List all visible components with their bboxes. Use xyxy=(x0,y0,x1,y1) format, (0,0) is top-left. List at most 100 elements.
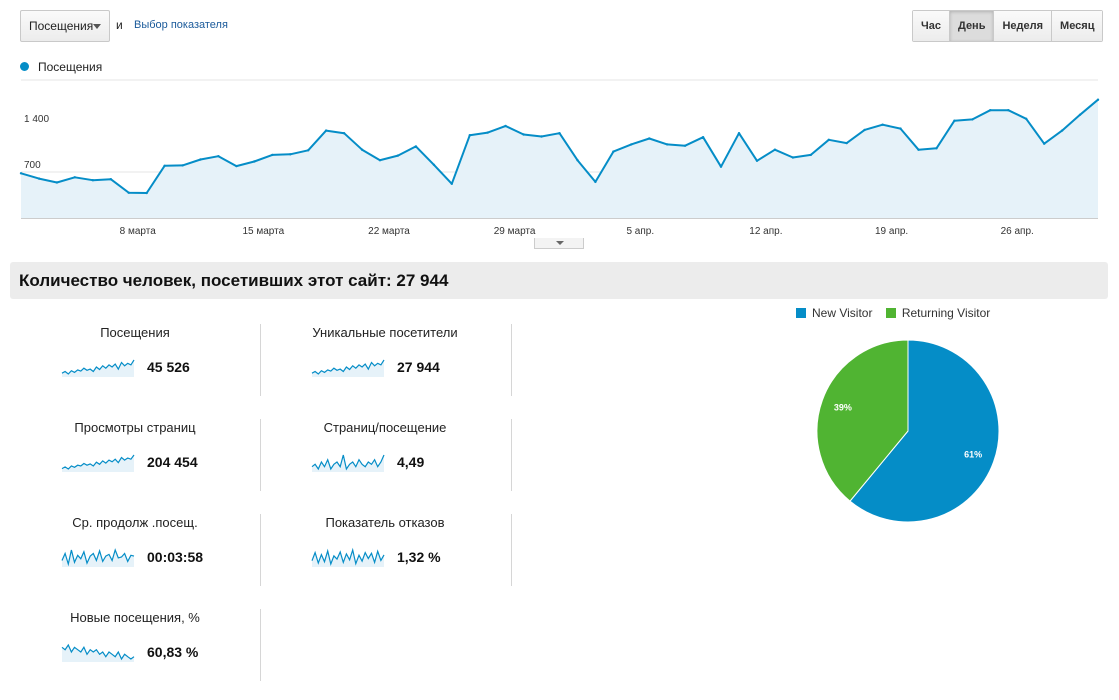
y-tick-label: 1 400 xyxy=(24,114,49,125)
pie-slice-returning-visitor xyxy=(816,339,909,502)
visits-point xyxy=(91,179,95,182)
metric-select[interactable]: Посещения xyxy=(20,10,110,42)
visits-point xyxy=(791,156,795,159)
stat-card: Показатель отказов 1,32 % xyxy=(260,512,510,587)
visits-point xyxy=(55,181,59,184)
visits-point xyxy=(917,148,920,151)
sparkline-chart xyxy=(61,643,135,662)
visits-point xyxy=(145,191,148,195)
stat-card: Посещения 45 526 xyxy=(10,322,260,397)
sparkline-line xyxy=(61,643,135,661)
visits-point xyxy=(73,176,77,179)
visits-point xyxy=(540,135,543,138)
stat-value: 204 454 xyxy=(147,454,198,470)
period-week-button[interactable]: Неделя xyxy=(994,11,1053,41)
period-toggle: Час День Неделя Месяц xyxy=(912,10,1104,42)
period-day-button[interactable]: День xyxy=(949,11,995,41)
legend-series-label: Посещения xyxy=(38,60,103,74)
visits-point xyxy=(271,153,274,157)
x-tick-label: 15 марта xyxy=(242,226,284,237)
stat-value: 1,32 % xyxy=(397,549,441,565)
visits-point xyxy=(809,153,812,157)
visits-point xyxy=(683,144,687,147)
visits-point xyxy=(307,149,310,152)
x-tick-label: 26 апр. xyxy=(1001,226,1034,237)
stat-divider xyxy=(511,514,512,586)
sparkline-chart xyxy=(61,454,135,472)
visits-point xyxy=(863,128,866,132)
y-tick-label: 700 xyxy=(24,160,41,171)
choose-metric-link[interactable]: Выбор показателя xyxy=(134,19,228,31)
stat-divider xyxy=(260,419,261,491)
visits-point xyxy=(127,191,130,194)
visits-point xyxy=(199,158,202,161)
stat-value: 45 526 xyxy=(147,359,190,375)
visits-point xyxy=(432,163,436,166)
visits-point xyxy=(1078,113,1082,117)
stat-divider xyxy=(511,324,512,396)
visits-point xyxy=(666,143,669,146)
visits-point xyxy=(1043,142,1046,145)
visits-point xyxy=(163,164,166,167)
visits-point xyxy=(881,123,884,126)
pie-slice-label: 61% xyxy=(964,449,982,459)
visits-point xyxy=(953,119,956,122)
visits-area-fill xyxy=(21,99,1098,218)
visits-point xyxy=(701,136,705,139)
stat-label: Посещения xyxy=(100,325,170,340)
visits-point xyxy=(37,177,41,180)
visits-point xyxy=(414,145,418,148)
returning-visitor-swatch xyxy=(885,308,896,318)
visits-point xyxy=(719,165,723,168)
visits-point xyxy=(1060,129,1064,132)
visits-point xyxy=(324,129,328,132)
visits-point xyxy=(504,124,507,128)
visits-point xyxy=(253,160,256,163)
stat-divider xyxy=(260,514,261,586)
x-tick-label: 8 марта xyxy=(120,226,157,237)
sparkline-line xyxy=(311,359,385,375)
stat-card: Ср. продолж .посещ. 00:03:58 xyxy=(10,512,260,587)
sparkline-chart xyxy=(61,359,135,377)
visits-point xyxy=(378,159,382,162)
sparkline-fill xyxy=(62,645,134,662)
visits-chart: 1 400 700 8 марта 15 марта 22 марта 29 марта 5… xyxy=(19,79,1100,237)
visits-point xyxy=(612,150,615,153)
stat-label: Просмотры страниц xyxy=(74,420,196,435)
sparkline-fill xyxy=(62,550,134,567)
pie-legend: New Visitor Returning Visitor xyxy=(796,306,1000,320)
pie-slice-label: 39% xyxy=(834,403,852,413)
pie-slice-new-visitor xyxy=(849,339,1000,523)
visits-point xyxy=(827,138,830,141)
stat-divider xyxy=(511,419,512,491)
visits-point xyxy=(486,131,489,134)
x-tick-label: 29 марта xyxy=(494,226,536,237)
sparkline-line xyxy=(61,548,135,567)
chart-expand-toggle[interactable] xyxy=(534,238,584,249)
visits-point xyxy=(971,118,974,121)
stat-value: 27 944 xyxy=(397,359,440,375)
visits-point xyxy=(1025,117,1028,121)
sparkline-chart xyxy=(61,548,135,567)
sparkline-chart xyxy=(311,359,385,377)
period-month-button[interactable]: Месяц xyxy=(1052,11,1103,41)
visits-point xyxy=(396,154,400,157)
stat-card: Уникальные посетители 27 944 xyxy=(260,322,510,397)
visits-point xyxy=(845,141,848,145)
visits-point xyxy=(737,132,741,135)
visits-point xyxy=(630,143,633,146)
visits-point xyxy=(342,132,346,135)
visitor-type-pie: 61% 39% xyxy=(816,339,1000,523)
period-hour-button[interactable]: Час xyxy=(913,11,950,41)
series-dot-icon xyxy=(20,62,29,71)
visits-point xyxy=(1096,98,1100,101)
visits-point xyxy=(773,148,777,151)
stat-label: Страниц/посещение xyxy=(323,420,447,435)
sparkline-line xyxy=(311,454,385,471)
visits-point xyxy=(755,159,759,162)
stat-card: Новые посещения, % 60,83 % xyxy=(10,607,260,682)
summary-title: Количество человек, посетивших этот сайт… xyxy=(10,262,1108,299)
visits-point xyxy=(109,178,113,181)
stat-value: 4,49 xyxy=(397,454,425,470)
visits-point xyxy=(181,164,184,167)
